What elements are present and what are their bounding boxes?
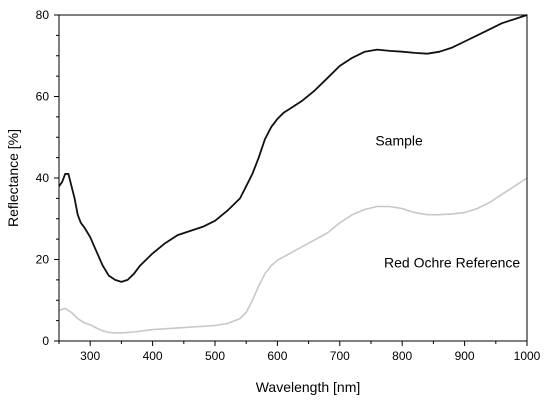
series-lines [58,14,528,334]
axis-ticks: 300 400 500 600 700 800 900 1000 0 20 40 60 80 [36,8,541,363]
x-axis-title: Wavelength [nm] [256,379,361,395]
x-tick-label: 700 [330,349,350,363]
plot-frame [58,14,528,342]
x-tick-label: 800 [392,349,412,363]
sample-series-line [58,14,528,283]
x-tick-label: 400 [143,349,163,363]
x-tick-label: 1000 [514,349,541,363]
y-tick-label: 20 [36,253,50,267]
y-tick-label: 0 [42,334,49,348]
y-tick-label: 40 [36,171,50,185]
y-tick-label: 80 [36,8,50,22]
red-ochre-reference-series-line [58,177,528,334]
annotation-sample: Sample [375,132,423,148]
annotation-red-ochre-reference: Red Ochre Reference [384,255,520,271]
x-tick-label: 300 [80,349,100,363]
x-tick-label: 900 [455,349,475,363]
y-tick-label: 60 [36,90,50,104]
y-axis-title: Reflectance [%] [5,129,21,227]
x-tick-label: 500 [205,349,225,363]
x-tick-label: 600 [267,349,287,363]
